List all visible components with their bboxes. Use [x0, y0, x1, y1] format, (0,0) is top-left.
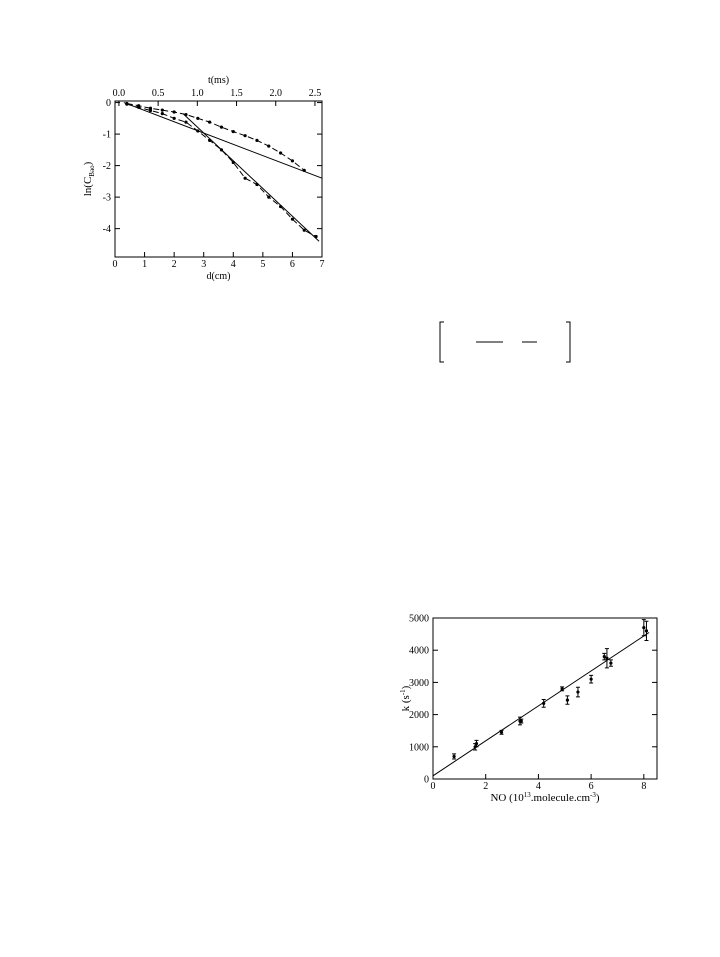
x-tick-label: 7 — [320, 259, 325, 270]
x-tick-label: 0 — [113, 259, 118, 270]
data-point — [267, 144, 271, 148]
x-tick-label: 0 — [431, 781, 436, 792]
right-bracket — [566, 321, 571, 363]
x-axis-label: NO (1013.molecule.cm-3) — [490, 791, 599, 804]
data-point — [605, 656, 609, 660]
series-line — [126, 103, 317, 237]
x-tick-label: 2 — [172, 259, 177, 270]
data-point — [642, 626, 646, 630]
data-point — [267, 195, 271, 199]
data-point — [644, 629, 649, 633]
y-tick-label: 5000 — [409, 614, 429, 625]
data-point — [172, 116, 176, 120]
label-part: Bao — [88, 165, 96, 177]
data-point — [290, 159, 295, 163]
bracket-expression — [439, 321, 571, 363]
series-line — [182, 113, 320, 242]
x-tick-label: 3 — [201, 259, 206, 270]
series-line — [126, 103, 305, 171]
data-point — [148, 108, 153, 113]
label-part: NO (10 — [490, 792, 524, 804]
data-point — [499, 730, 504, 734]
data-point — [602, 655, 606, 659]
x2-tick-label: 1.0 — [191, 88, 204, 99]
data-point — [219, 125, 224, 129]
data-point — [243, 176, 247, 180]
x-tick-label: 1 — [142, 259, 147, 270]
y-axis-label: ln(CBao) — [82, 161, 96, 196]
data-point — [184, 120, 188, 124]
label-part: ) — [82, 161, 94, 165]
data-point — [243, 134, 247, 138]
y-tick-label: -4 — [103, 224, 111, 235]
x-axis-label: d(cm) — [207, 271, 231, 282]
y-axis-label: k (s-1) — [399, 685, 412, 711]
label-part: 13 — [524, 791, 532, 799]
data-point — [255, 138, 259, 142]
data-point — [519, 719, 523, 723]
x-tick-label: 5 — [260, 259, 265, 270]
y-tick-label: 0 — [106, 98, 111, 109]
y-tick-label: -1 — [103, 130, 111, 141]
label-part: k (s — [400, 695, 412, 711]
data-point — [609, 661, 613, 665]
data-point — [196, 116, 200, 120]
x-tick-label: 4 — [231, 259, 236, 270]
x-tick-label: 2 — [483, 781, 488, 792]
data-point — [279, 151, 283, 155]
x-tick-label: 6 — [589, 781, 594, 792]
x-tick-label: 4 — [536, 781, 541, 792]
data-point — [452, 754, 456, 759]
data-point — [290, 217, 295, 221]
data-point — [208, 120, 212, 124]
plot-frame — [432, 617, 658, 780]
data-point — [589, 677, 593, 681]
x2-tick-label: 0.0 — [113, 88, 126, 99]
y-tick-label: 2000 — [409, 710, 429, 721]
data-point — [565, 698, 570, 702]
data-point — [160, 112, 164, 116]
label-part: ln(C — [82, 177, 94, 197]
y-tick-label: 0 — [424, 775, 429, 786]
y-tick-label: 1000 — [409, 742, 429, 753]
data-point — [474, 741, 479, 746]
x2-tick-label: 2.5 — [309, 88, 322, 99]
data-point — [160, 108, 164, 112]
label-part: ) — [596, 792, 600, 804]
x2-axis-label: t(ms) — [208, 75, 229, 86]
y-tick-label: 3000 — [409, 678, 429, 689]
x2-tick-label: 0.5 — [152, 88, 165, 99]
y-tick-label: -2 — [103, 161, 111, 172]
data-point — [172, 110, 176, 114]
data-point — [302, 228, 306, 232]
data-point — [231, 129, 235, 134]
series-line — [123, 102, 323, 179]
x2-tick-label: 2.0 — [269, 88, 282, 99]
label-part: ) — [400, 685, 412, 689]
data-point — [576, 690, 580, 694]
y-tick-label: -3 — [103, 193, 111, 204]
x2-tick-label: 1.5 — [230, 88, 243, 99]
y-tick-label: 4000 — [409, 646, 429, 657]
series-line — [432, 632, 650, 777]
left-bracket — [439, 321, 444, 363]
x-tick-label: 8 — [641, 781, 646, 792]
x-tick-label: 6 — [290, 259, 295, 270]
label-part: .molecule.cm — [531, 792, 591, 804]
plot-frame — [114, 100, 323, 258]
data-point — [148, 106, 153, 110]
label-part: -1 — [399, 689, 407, 695]
label-part: -3 — [590, 791, 596, 799]
